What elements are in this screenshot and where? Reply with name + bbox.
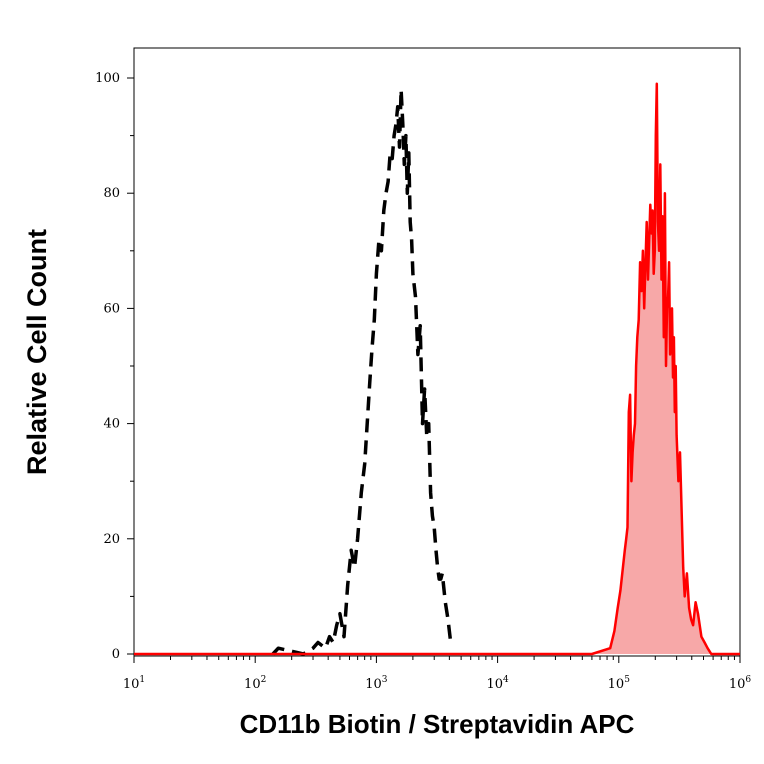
series-fill-1 [134,83,740,655]
y-axis-title: Relative Cell Count [22,229,52,475]
x-tick-label: 104 [486,675,509,692]
x-tick-label: 105 [608,675,631,692]
x-tick-label: 103 [365,675,388,692]
plot-frame [133,47,741,657]
y-tick-label: 20 [103,532,120,547]
y-tick-label: 0 [112,647,120,662]
x-axis-title: CD11b Biotin / Streptavidin APC [240,709,635,739]
y-tick-label: 40 [103,417,120,432]
y-tick-label: 60 [103,301,120,316]
tick-labels: 101 102 103 104 105 106 0 20 40 60 80 100 [95,71,751,692]
x-tick-label: 106 [729,675,752,692]
series-line-0 [271,87,453,656]
series-line-1 [134,82,740,656]
x-tick-label: 101 [123,675,145,692]
series-layer [134,82,740,656]
y-tick-label: 100 [95,71,120,86]
y-tick-label: 80 [103,186,120,201]
x-tick-label: 102 [244,675,266,692]
axis-ticks [127,77,741,663]
